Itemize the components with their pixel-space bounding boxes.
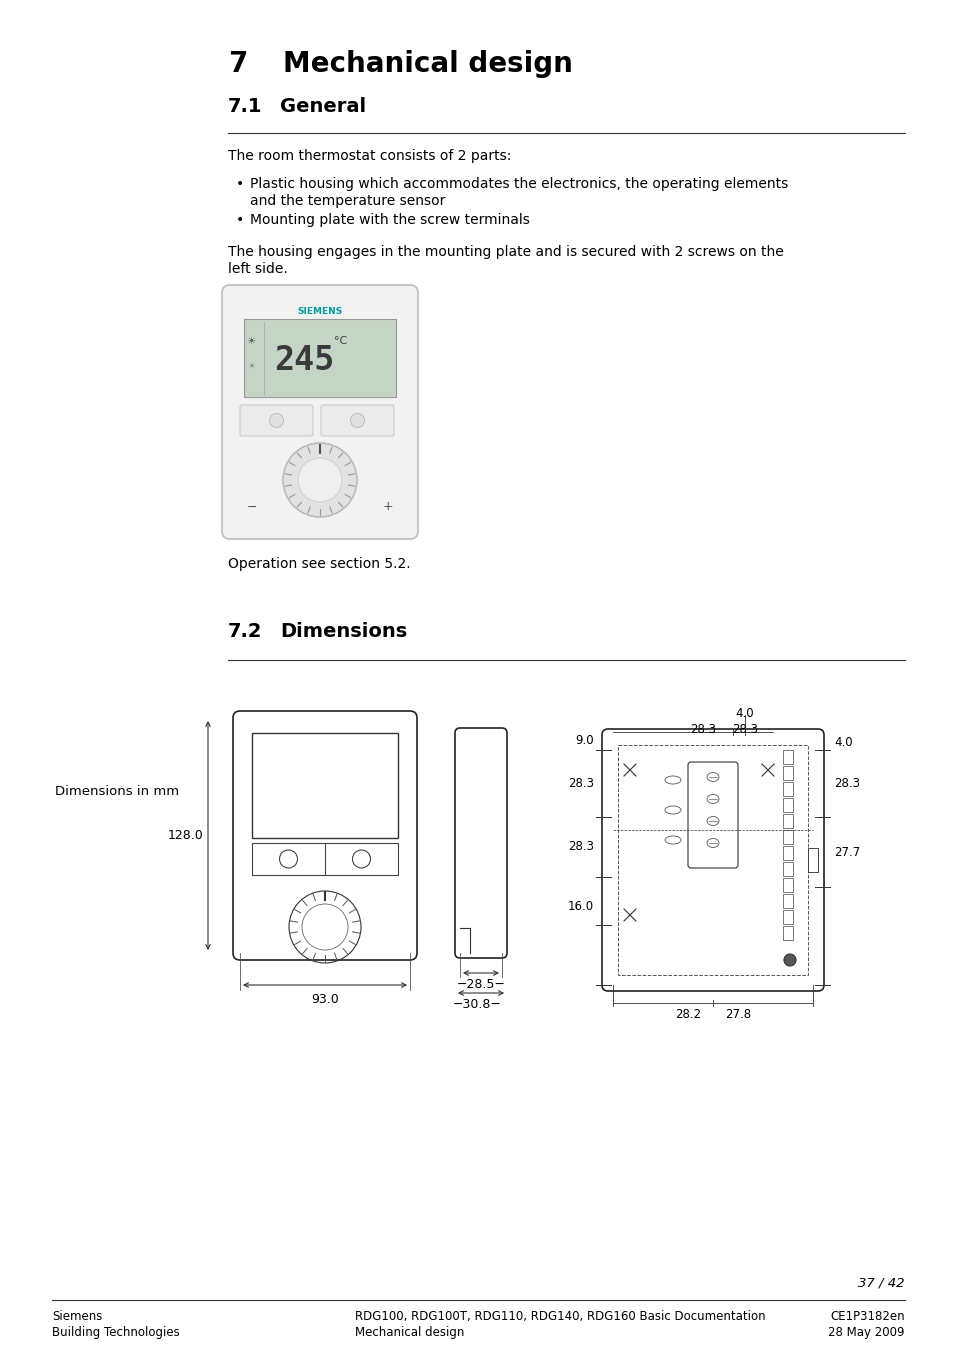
Text: Mechanical design: Mechanical design	[283, 50, 572, 78]
Bar	[782, 910, 792, 923]
Text: 7.2: 7.2	[228, 622, 262, 641]
Text: 4.0: 4.0	[833, 736, 852, 749]
Text: Plastic housing which accommodates the electronics, the operating elements: Plastic housing which accommodates the e…	[250, 177, 787, 190]
Circle shape	[350, 413, 364, 428]
Text: left side.: left side.	[228, 262, 288, 275]
Bar	[782, 751, 792, 764]
Bar	[782, 926, 792, 940]
Text: Siemens: Siemens	[52, 1310, 102, 1323]
Circle shape	[269, 413, 283, 428]
Bar	[782, 798, 792, 811]
Text: 7.1: 7.1	[228, 97, 262, 116]
Bar	[252, 842, 397, 875]
Text: °C: °C	[334, 336, 347, 346]
Bar	[618, 745, 807, 975]
Text: Building Technologies: Building Technologies	[52, 1326, 179, 1339]
Text: 28.3: 28.3	[567, 778, 594, 790]
Bar	[782, 846, 792, 860]
Text: 7: 7	[228, 50, 247, 78]
Text: 28.2: 28.2	[674, 1008, 700, 1021]
Text: 27.7: 27.7	[833, 845, 860, 859]
FancyBboxPatch shape	[240, 405, 313, 436]
Bar	[807, 848, 817, 872]
Circle shape	[783, 954, 795, 967]
Bar	[782, 814, 792, 828]
Bar	[782, 765, 792, 780]
Text: 16.0: 16.0	[567, 899, 594, 913]
Text: •: •	[235, 213, 244, 227]
FancyBboxPatch shape	[320, 405, 394, 436]
Circle shape	[283, 443, 356, 517]
Text: 93.0: 93.0	[311, 994, 338, 1006]
Text: 9.0: 9.0	[575, 734, 594, 747]
Text: ☀: ☀	[246, 336, 255, 346]
Text: Dimensions: Dimensions	[280, 622, 407, 641]
Text: 128.0: 128.0	[167, 829, 203, 842]
Text: 28.3: 28.3	[833, 778, 859, 790]
Bar	[252, 733, 397, 838]
Text: 28.3: 28.3	[731, 724, 758, 736]
Circle shape	[297, 458, 341, 502]
Text: 28.3: 28.3	[567, 841, 594, 853]
Text: 28.3: 28.3	[689, 724, 716, 736]
Text: The housing engages in the mounting plate and is secured with 2 screws on the: The housing engages in the mounting plat…	[228, 244, 783, 259]
Bar	[782, 830, 792, 844]
Text: 27.8: 27.8	[724, 1008, 750, 1021]
Text: ☀: ☀	[247, 363, 254, 371]
Text: 37 / 42: 37 / 42	[858, 1277, 904, 1291]
Text: RDG100, RDG100T, RDG110, RDG140, RDG160 Basic Documentation: RDG100, RDG100T, RDG110, RDG140, RDG160 …	[355, 1310, 765, 1323]
Bar	[782, 782, 792, 796]
Text: −30.8−: −30.8−	[453, 998, 501, 1011]
Text: and the temperature sensor: and the temperature sensor	[250, 194, 445, 208]
Text: 4.0: 4.0	[735, 707, 754, 720]
Text: General: General	[280, 97, 366, 116]
Bar	[244, 319, 395, 397]
Text: −: −	[247, 501, 257, 513]
Text: +: +	[382, 501, 393, 513]
Text: Mechanical design: Mechanical design	[355, 1326, 464, 1339]
Text: 245: 245	[274, 344, 334, 378]
Text: Operation see section 5.2.: Operation see section 5.2.	[228, 558, 410, 571]
Text: The room thermostat consists of 2 parts:: The room thermostat consists of 2 parts:	[228, 148, 511, 163]
Text: CE1P3182en: CE1P3182en	[829, 1310, 904, 1323]
Text: •: •	[235, 177, 244, 190]
Text: SIEMENS: SIEMENS	[297, 306, 342, 316]
Text: 28 May 2009: 28 May 2009	[827, 1326, 904, 1339]
FancyBboxPatch shape	[222, 285, 417, 539]
Bar	[782, 894, 792, 909]
Text: Mounting plate with the screw terminals: Mounting plate with the screw terminals	[250, 213, 529, 227]
Text: Dimensions in mm: Dimensions in mm	[55, 784, 179, 798]
Bar	[782, 878, 792, 892]
Text: −28.5−: −28.5−	[456, 977, 505, 991]
Bar	[782, 863, 792, 876]
